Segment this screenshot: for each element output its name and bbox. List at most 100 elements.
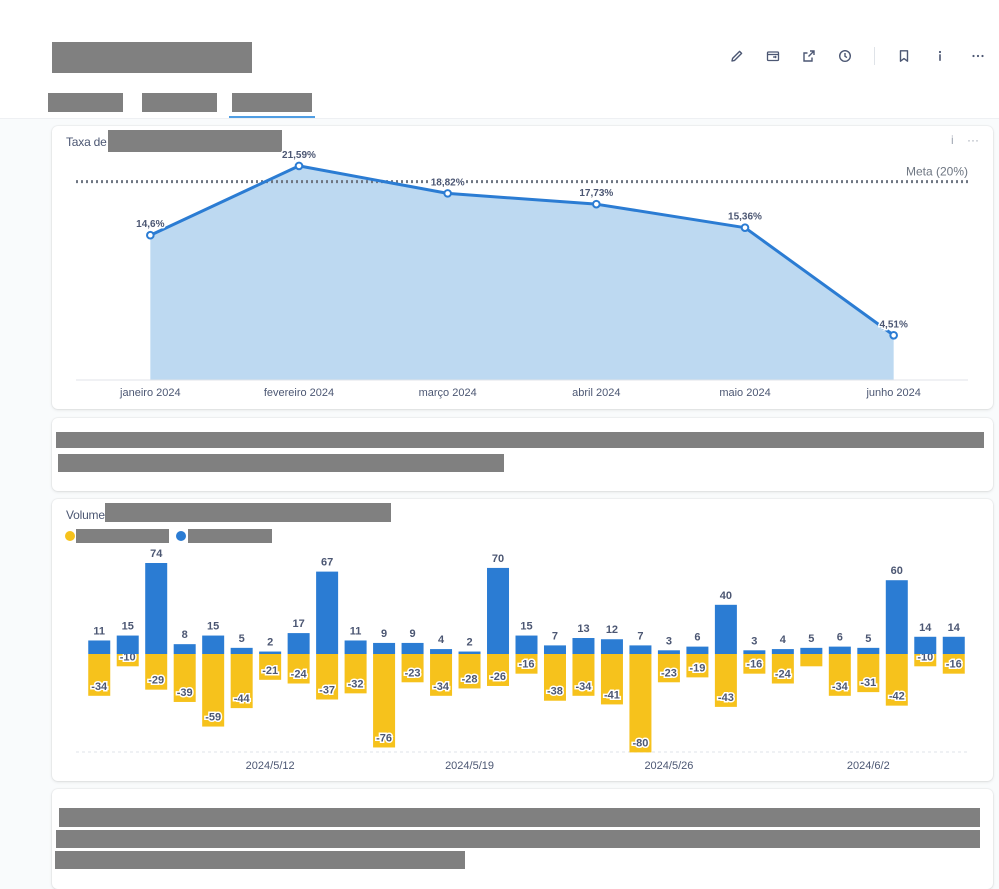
bar-negative-label: -34 — [576, 681, 593, 693]
x-tick-label: 2024/5/12 — [246, 760, 295, 772]
bar-negative-label: -59 — [205, 712, 221, 724]
bar-negative — [543, 654, 566, 701]
data-label: 4,51% — [879, 319, 907, 330]
tab-3-redacted[interactable] — [232, 93, 312, 112]
bar-positive-label: 4 — [780, 634, 787, 646]
bar-negative-label: -16 — [519, 659, 535, 671]
bar-negative — [316, 654, 339, 700]
bar-negative-label: -37 — [319, 685, 335, 697]
bar-negative — [116, 654, 139, 667]
x-tick-label: 2024/5/19 — [445, 760, 494, 772]
bar-positive-label: 67 — [321, 557, 333, 569]
bar-negative-label: -38 — [547, 686, 563, 698]
line-chart: Meta (20%) 14,6% 21,59% 18,82% 17,73% 15,36% 4… — [76, 148, 968, 399]
bar-negative — [230, 654, 253, 709]
bar-negative-label: -23 — [405, 667, 421, 679]
bar-positive — [145, 563, 168, 654]
bar-positive — [458, 651, 481, 654]
legend-yellow-label-redacted[interactable] — [76, 529, 169, 543]
bar-positive-label: 4 — [438, 634, 445, 646]
bar-negative-label: -26 — [490, 671, 506, 683]
bar-positive — [430, 649, 453, 654]
bar-negative-label: -24 — [775, 669, 792, 681]
bar-positive — [287, 633, 310, 654]
data-point — [889, 330, 898, 340]
data-label: 15,36% — [728, 212, 762, 223]
bar-negative — [202, 654, 225, 727]
legend-blue-label-redacted[interactable] — [188, 529, 272, 543]
goal-label: Meta (20%) — [906, 165, 968, 179]
bar-negative — [629, 654, 652, 753]
bar-positive — [259, 651, 282, 654]
card-info-icon[interactable]: i — [950, 133, 954, 147]
bar-negative-label: -43 — [718, 692, 734, 704]
bar-positive — [914, 636, 937, 654]
bar-positive-label: 13 — [577, 623, 589, 635]
bar-positive — [373, 642, 396, 654]
bar-negative — [657, 654, 680, 683]
bar-positive — [543, 645, 566, 654]
bar-positive-label: 3 — [666, 635, 672, 647]
bar-positive — [202, 635, 225, 654]
bar-positive-label: 15 — [122, 621, 134, 633]
move-to-collection-icon[interactable] — [763, 46, 783, 66]
bar-negative — [344, 654, 367, 694]
bar-positive-label: 5 — [865, 633, 871, 645]
bar-positive-label: 14 — [919, 622, 932, 634]
share-icon[interactable] — [799, 46, 819, 66]
bar-positive — [316, 571, 339, 654]
text-card-1-line-1-redacted — [56, 432, 984, 448]
bar-negative-label: -24 — [291, 669, 308, 681]
data-label: 21,59% — [282, 150, 316, 161]
bar-negative — [287, 654, 310, 684]
bar-positive-label: 14 — [948, 622, 961, 634]
bookmark-icon[interactable] — [894, 46, 914, 66]
bar-negative — [942, 654, 965, 674]
line-chart-card: Taxa de i ··· Meta (20%) 14,6% 21,59% 18,82… — [52, 126, 993, 409]
data-point — [146, 230, 155, 240]
bar-positive — [942, 636, 965, 654]
x-tick-label: março 2024 — [419, 387, 477, 399]
card-more-icon[interactable]: ··· — [967, 133, 979, 147]
history-icon[interactable] — [835, 46, 855, 66]
bar-negative — [430, 654, 453, 696]
bar-negative-label: -29 — [148, 675, 164, 687]
bar-positive — [857, 647, 880, 654]
bar-negative — [458, 654, 481, 689]
pencil-icon[interactable] — [727, 46, 747, 66]
active-tab-indicator — [229, 116, 315, 118]
bar-positive-label: 3 — [751, 635, 757, 647]
more-icon[interactable] — [968, 46, 988, 66]
bar-negative — [515, 654, 538, 674]
legend-blue-dot[interactable] — [176, 531, 186, 541]
bar-negative-label: -44 — [234, 693, 251, 705]
bar-negative-label: -32 — [348, 678, 364, 690]
bar-positive-label: 15 — [207, 621, 219, 633]
info-icon[interactable] — [930, 46, 950, 66]
x-tick-label: abril 2024 — [572, 387, 620, 399]
bar-positive — [344, 640, 367, 654]
bar-positive-label: 2 — [267, 637, 273, 649]
tab-2-redacted[interactable] — [142, 93, 217, 112]
bar-negative — [686, 654, 709, 678]
text-card-2-line-2-redacted — [56, 830, 980, 848]
bar-negative-label: -80 — [632, 737, 648, 749]
bar-negative-label: -34 — [91, 681, 108, 693]
bar-negative — [88, 654, 111, 696]
bar-negative — [857, 654, 880, 693]
bar-negative — [487, 654, 510, 686]
data-point — [592, 199, 601, 209]
bar-negative — [401, 654, 424, 683]
data-label: 14,6% — [136, 219, 164, 230]
legend-yellow-dot[interactable] — [65, 531, 75, 541]
bar-positive — [771, 649, 794, 654]
bar-negative — [714, 654, 737, 707]
line-chart-title: Taxa de — [66, 135, 107, 149]
bar-negative — [743, 654, 766, 674]
bar-positive — [487, 567, 510, 654]
tab-1-redacted[interactable] — [48, 93, 123, 112]
bar-negative-label: -28 — [462, 673, 478, 685]
data-point — [294, 161, 304, 171]
bar-chart-title: Volume — [66, 508, 105, 522]
bar-positive — [173, 644, 196, 654]
